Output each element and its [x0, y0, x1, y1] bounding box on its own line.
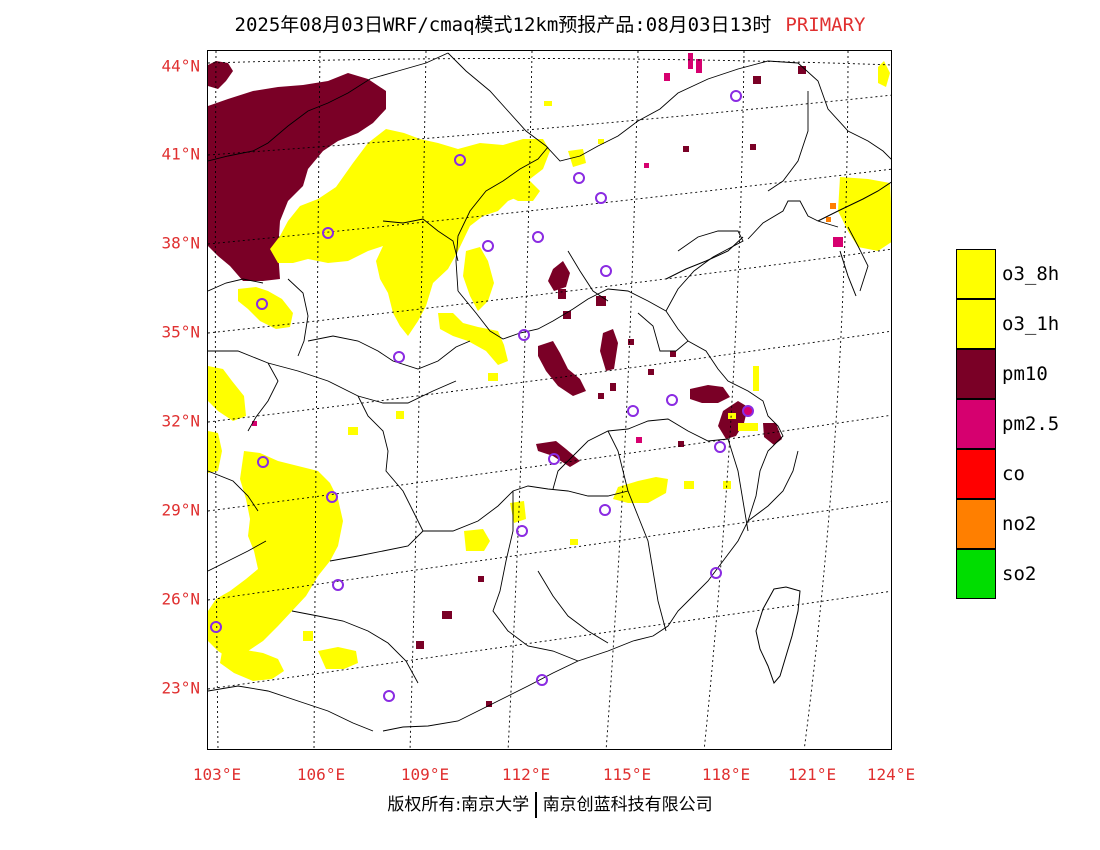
station-marker — [595, 192, 607, 204]
legend-label: co — [1002, 463, 1025, 485]
lon-label: 106°E — [296, 765, 346, 784]
station-marker — [627, 405, 639, 417]
station-marker — [599, 504, 611, 516]
station-marker — [742, 405, 754, 417]
primary-badge: PRIMARY — [785, 14, 866, 36]
legend-label: no2 — [1002, 513, 1037, 535]
title-text: 2025年08月03日WRF/cmaq模式12km预报产品:08月03日13时 — [234, 14, 772, 36]
graticule — [208, 51, 891, 749]
copyright-right: 南京创蓝科技有限公司 — [542, 795, 713, 815]
map-canvas — [208, 51, 891, 749]
station-marker — [710, 567, 722, 579]
pm25-field — [252, 53, 843, 443]
station-marker — [532, 231, 544, 243]
station-marker — [714, 441, 726, 453]
lon-label: 118°E — [701, 765, 751, 784]
lon-label: 121°E — [787, 765, 837, 784]
lat-label: 23°N — [161, 678, 200, 698]
legend-swatch — [956, 299, 996, 349]
station-marker — [516, 525, 528, 537]
legend-swatch — [956, 449, 996, 499]
station-marker — [666, 394, 678, 406]
station-marker — [548, 453, 560, 465]
legend-swatch — [956, 399, 996, 449]
copyright-left: 版权所有:南京大学 — [387, 795, 530, 815]
legend-label: pm2.5 — [1002, 413, 1060, 435]
map-panel — [207, 50, 892, 750]
lat-label: 41°N — [161, 144, 200, 164]
lat-label: 44°N — [161, 56, 200, 76]
station-marker — [536, 674, 548, 686]
footer-divider — [535, 792, 537, 818]
station-marker — [518, 329, 530, 341]
legend-label: so2 — [1002, 563, 1037, 585]
lon-label: 115°E — [602, 765, 652, 784]
station-marker — [326, 491, 338, 503]
legend-swatch — [956, 249, 996, 299]
station-marker — [210, 621, 222, 633]
lat-label: 29°N — [161, 500, 200, 520]
legend-label: o3_8h — [1002, 263, 1060, 285]
station-marker — [383, 690, 395, 702]
lat-label: 38°N — [161, 233, 200, 253]
lon-label: 112°E — [501, 765, 551, 784]
lon-label: 103°E — [192, 765, 242, 784]
boundaries — [208, 52, 891, 732]
lat-label: 26°N — [161, 589, 200, 609]
station-marker — [256, 298, 268, 310]
station-marker — [393, 351, 405, 363]
no2-field — [826, 203, 836, 222]
legend-swatch — [956, 349, 996, 399]
station-marker — [454, 154, 466, 166]
map-title: 2025年08月03日WRF/cmaq模式12km预报产品:08月03日13时 P… — [0, 10, 1100, 37]
lon-label: 109°E — [400, 765, 450, 784]
station-marker — [332, 579, 344, 591]
station-marker — [482, 240, 494, 252]
station-markers — [210, 90, 754, 702]
lat-label: 32°N — [161, 411, 200, 431]
o3-field — [208, 61, 891, 681]
station-marker — [600, 265, 612, 277]
copyright-footer: 版权所有:南京大学 南京创蓝科技有限公司 — [0, 790, 1100, 818]
legend-label: o3_1h — [1002, 313, 1060, 335]
station-marker — [322, 227, 334, 239]
station-marker — [730, 90, 742, 102]
legend-swatch — [956, 549, 996, 599]
coastline — [665, 181, 891, 684]
lon-label: 124°E — [866, 765, 916, 784]
station-marker — [573, 172, 585, 184]
legend-label: pm10 — [1002, 363, 1048, 385]
station-marker — [257, 456, 269, 468]
lat-label: 35°N — [161, 322, 200, 342]
legend-swatch — [956, 499, 996, 549]
